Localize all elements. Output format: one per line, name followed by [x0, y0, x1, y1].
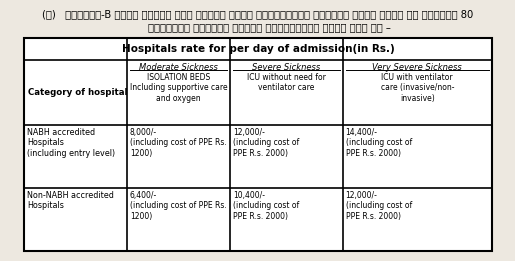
Text: 14,400/-
(including cost of
PPE R.s. 2000): 14,400/- (including cost of PPE R.s. 200…	[346, 128, 412, 158]
Text: ICU without need for
ventilator care: ICU without need for ventilator care	[247, 73, 326, 92]
Text: Severe Sickness: Severe Sickness	[252, 63, 321, 72]
Bar	[24, 38, 492, 251]
Text: Non-NABH accredited
Hospitals: Non-NABH accredited Hospitals	[27, 191, 114, 210]
Text: 12,000/-
(including cost of
PPE R.s. 2000): 12,000/- (including cost of PPE R.s. 200…	[346, 191, 412, 221]
Text: (ख)   श्रेणी-B वाले जिलों में स्थित निजी अस्पतालों द्वारा उक्त दरों का क्रमशः 80: (ख) श्रेणी-B वाले जिलों में स्थित निजी अ…	[42, 9, 473, 19]
Text: 8,000/-
(including cost of PPE Rs.
1200): 8,000/- (including cost of PPE Rs. 1200)	[130, 128, 227, 158]
Text: Hospitals rate for per day of admission(in Rs.): Hospitals rate for per day of admission(…	[122, 44, 394, 54]
Text: Very Severe Sickness: Very Severe Sickness	[372, 63, 462, 72]
Text: NABH accredited
Hospitals
(including entry level): NABH accredited Hospitals (including ent…	[27, 128, 115, 158]
Text: Moderate Sickness: Moderate Sickness	[139, 63, 218, 72]
Text: प्रतिशत अधिकतम शुल्क निर्धारित किया गया है –: प्रतिशत अधिकतम शुल्क निर्धारित किया गया …	[124, 22, 391, 32]
Text: ICU with ventilator
care (invasive/non-
invasive): ICU with ventilator care (invasive/non- …	[381, 73, 454, 103]
Text: ISOLATION BEDS
Including supportive care
and oxygen: ISOLATION BEDS Including supportive care…	[130, 73, 228, 103]
Text: 6,400/-
(including cost of PPE Rs.
1200): 6,400/- (including cost of PPE Rs. 1200)	[130, 191, 227, 221]
Text: 12,000/-
(including cost of
PPE R.s. 2000): 12,000/- (including cost of PPE R.s. 200…	[233, 128, 299, 158]
Text: 10,400/-
(including cost of
PPE R.s. 2000): 10,400/- (including cost of PPE R.s. 200…	[233, 191, 299, 221]
Text: Category of hospital: Category of hospital	[28, 88, 127, 97]
